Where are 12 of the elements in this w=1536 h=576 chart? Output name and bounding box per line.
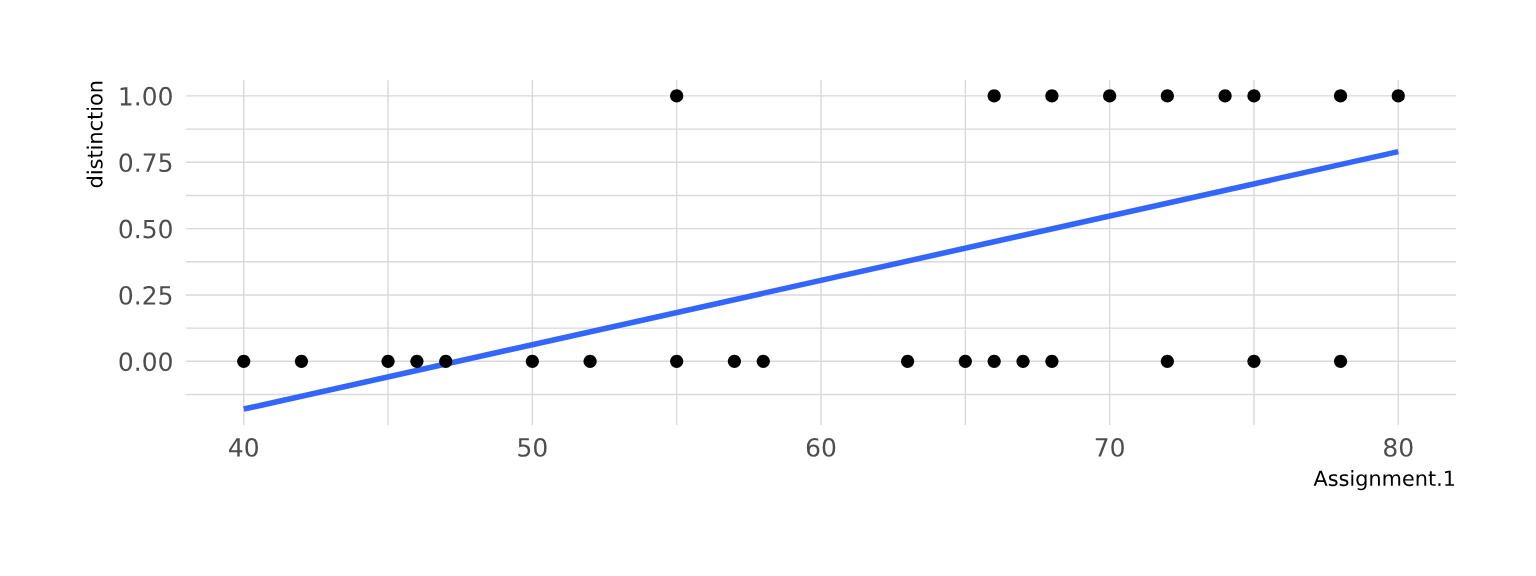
- y-tick-label: 0.50: [119, 219, 172, 239]
- y-axis-title: distinction: [86, 81, 103, 188]
- x-axis-title: Assignment.1: [1313, 470, 1455, 491]
- y-tick-label: 0.75: [119, 153, 172, 173]
- y-tick-label: 1.00: [120, 86, 172, 106]
- y-tick-label: 0.25: [119, 285, 172, 305]
- x-tick-label: 40: [229, 437, 258, 457]
- x-tick-label: 80: [1384, 437, 1413, 457]
- x-tick-label: 50: [518, 437, 547, 457]
- y-tick-label: 0.00: [119, 352, 172, 372]
- x-tick-label: 70: [1095, 437, 1124, 457]
- x-tick-label: 60: [806, 437, 836, 457]
